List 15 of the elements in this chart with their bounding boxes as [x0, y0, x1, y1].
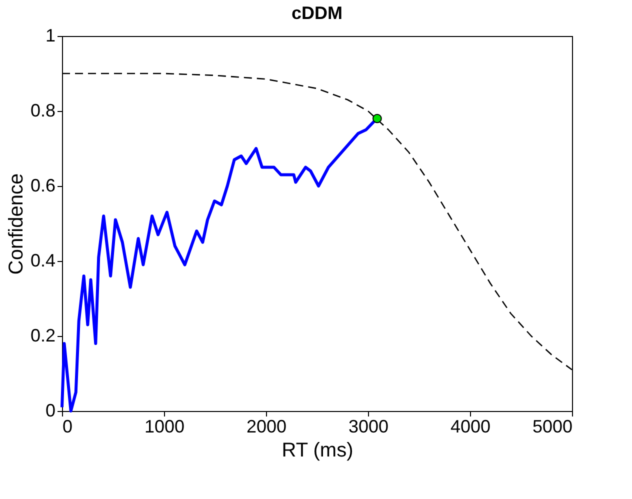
y-tick-label: 0 — [45, 400, 56, 420]
y-tick-label: 1 — [45, 26, 56, 46]
x-tick-label: 0 — [62, 416, 73, 436]
x-tick-label: 4000 — [450, 416, 491, 436]
x-tick-label: 1000 — [144, 416, 185, 436]
chart-title: cDDM — [291, 3, 343, 23]
x-axis-title: RT (ms) — [282, 440, 354, 462]
y-tick-label: 0.8 — [30, 100, 56, 120]
y-axis-title: Confidence — [5, 173, 28, 275]
x-tick-label: 5000 — [532, 416, 572, 436]
y-tick-label: 0.4 — [30, 250, 56, 270]
x-tick-label: 2000 — [246, 416, 287, 436]
x-tick-label: 3000 — [348, 416, 389, 436]
y-tick-label: 0.6 — [30, 176, 56, 196]
y-tick-label: 0.2 — [30, 326, 56, 346]
